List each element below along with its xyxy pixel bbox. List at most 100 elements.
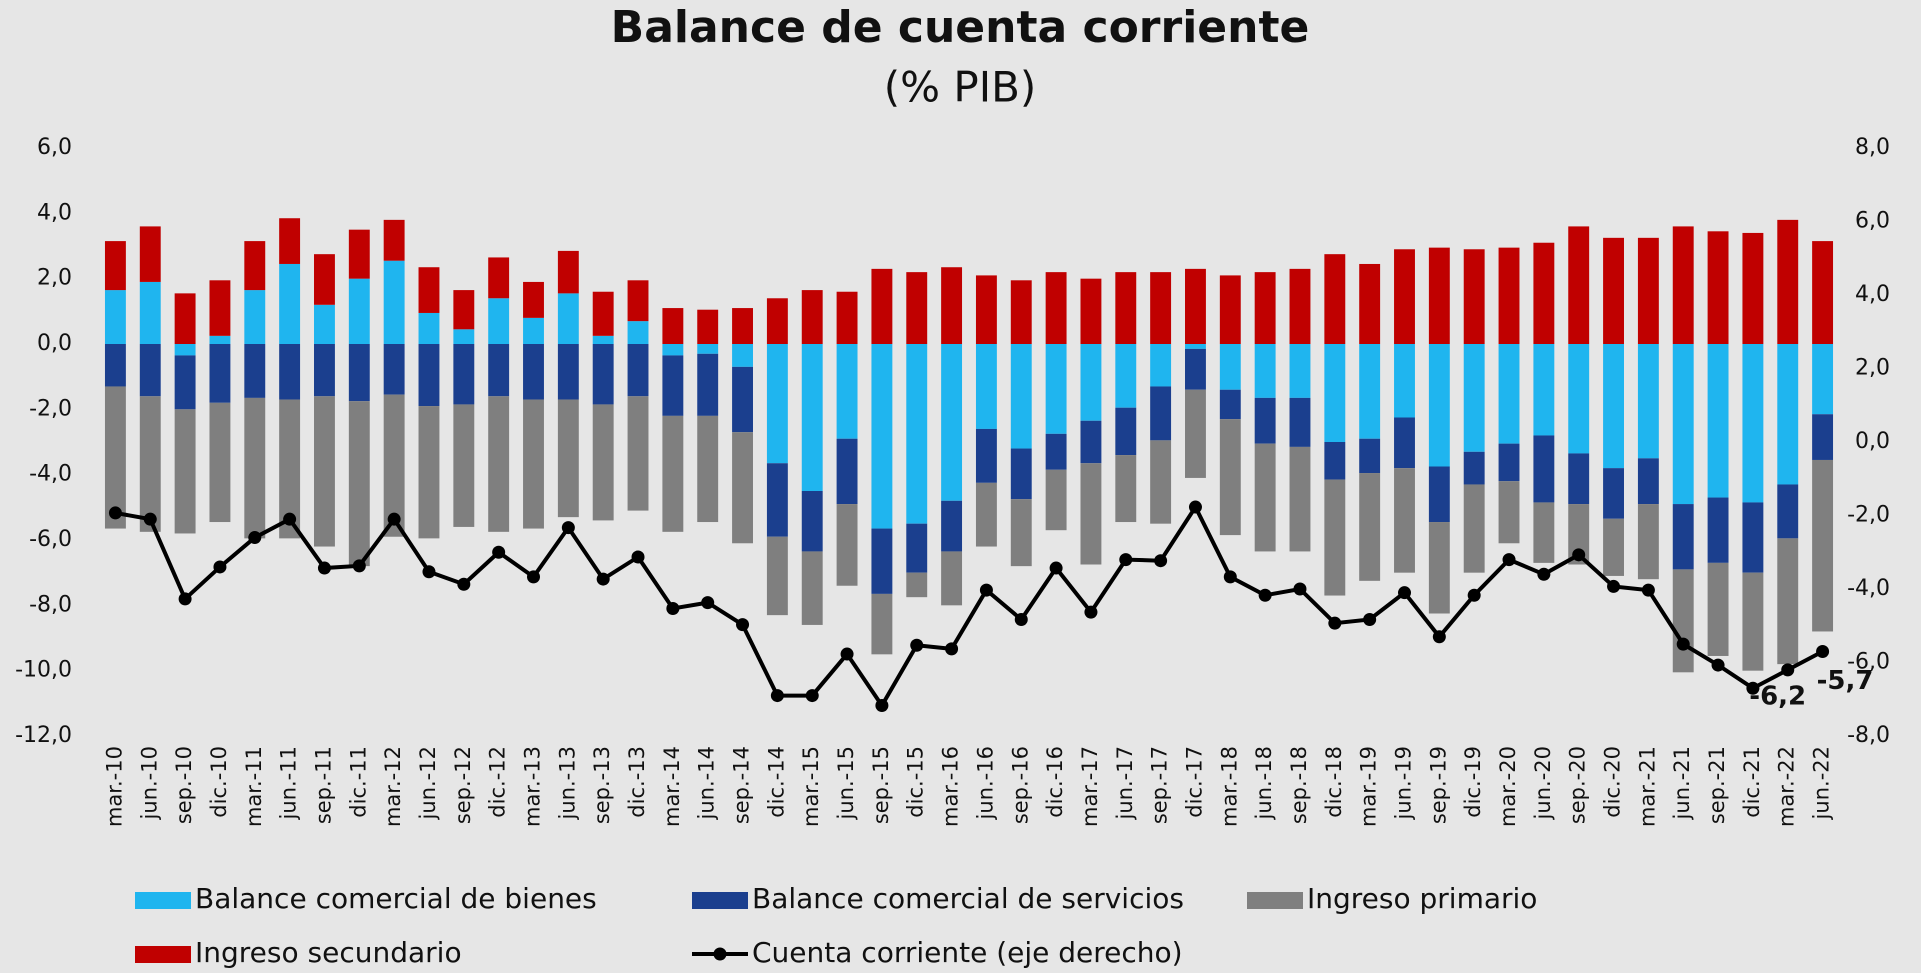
- bar: [1499, 444, 1520, 482]
- marker: [492, 546, 505, 559]
- bar: [349, 279, 370, 344]
- y-tick-label: -8,0: [29, 592, 72, 617]
- bar: [1115, 344, 1136, 408]
- marker: [841, 648, 854, 661]
- bar: [419, 267, 440, 313]
- bar: [175, 355, 196, 409]
- x-tick-label: jun.-21: [1670, 746, 1694, 820]
- bar: [1080, 463, 1101, 564]
- marker: [1537, 568, 1550, 581]
- x-tick-label: mar.-14: [660, 746, 684, 827]
- bar: [837, 504, 858, 586]
- bar: [1533, 502, 1554, 562]
- bar: [593, 404, 614, 520]
- bar: [1533, 243, 1554, 344]
- bar: [314, 254, 335, 305]
- bar: [488, 344, 509, 396]
- bar: [1464, 344, 1485, 452]
- bar: [662, 344, 683, 355]
- bar: [976, 483, 997, 547]
- bar: [1359, 439, 1380, 473]
- y2-tick-label: 2,0: [1855, 356, 1890, 381]
- bar: [802, 344, 823, 491]
- bar: [523, 282, 544, 318]
- bar: [1255, 398, 1276, 444]
- marker: [666, 602, 679, 615]
- bar: [871, 594, 892, 654]
- marker: [109, 506, 122, 519]
- bar: [906, 524, 927, 573]
- bar: [1499, 248, 1520, 344]
- x-tick-label: dic.-17: [1182, 746, 1206, 818]
- marker: [1050, 562, 1063, 575]
- bar: [349, 230, 370, 279]
- x-tick-label: sep.-21: [1705, 746, 1729, 824]
- bar: [1115, 455, 1136, 522]
- bar: [209, 280, 230, 336]
- bar: [453, 329, 474, 344]
- x-tick-label: sep.-16: [1008, 746, 1032, 824]
- bar: [941, 344, 962, 501]
- y-tick-label: 0,0: [37, 331, 72, 356]
- marker: [144, 513, 157, 526]
- bar: [1150, 272, 1171, 344]
- bar: [1603, 238, 1624, 344]
- marker: [1677, 638, 1690, 651]
- marker: [597, 573, 610, 586]
- bar: [1568, 226, 1589, 344]
- bar: [732, 367, 753, 432]
- bar: [384, 220, 405, 261]
- bar: [1011, 280, 1032, 344]
- x-tick-label: sep.-17: [1148, 746, 1172, 824]
- x-tick-label: sep.-13: [590, 746, 614, 824]
- bar: [1464, 452, 1485, 485]
- bar: [453, 344, 474, 404]
- x-tick-label: sep.-12: [451, 746, 475, 824]
- bar: [1638, 458, 1659, 504]
- bar: [1464, 484, 1485, 572]
- bar: [871, 529, 892, 594]
- y-tick-label: -6,0: [29, 527, 72, 552]
- bar: [1708, 498, 1729, 563]
- bar: [419, 313, 440, 344]
- bar: [279, 264, 300, 344]
- bar: [1394, 344, 1415, 418]
- y-tick-label: 6,0: [37, 135, 72, 160]
- bar: [837, 439, 858, 504]
- bar: [1115, 408, 1136, 455]
- x-tick-label: dic.-19: [1461, 746, 1485, 818]
- marker: [1781, 663, 1794, 676]
- marker: [1224, 570, 1237, 583]
- bar: [349, 344, 370, 401]
- bar: [871, 344, 892, 529]
- bar: [488, 257, 509, 298]
- bar: [1394, 249, 1415, 344]
- bar: [384, 261, 405, 344]
- bar: [1324, 254, 1345, 344]
- bar: [628, 321, 649, 344]
- bar: [105, 344, 126, 386]
- bar: [1777, 538, 1798, 664]
- x-tick-label: sep.-18: [1287, 746, 1311, 824]
- bar: [767, 537, 788, 615]
- marker: [1642, 584, 1655, 597]
- bar: [1394, 468, 1415, 573]
- marker: [388, 513, 401, 526]
- bar: [419, 406, 440, 538]
- bar: [175, 293, 196, 344]
- bar: [1673, 226, 1694, 344]
- bar: [1603, 344, 1624, 468]
- bar: [1359, 344, 1380, 439]
- y-tick-label: 2,0: [37, 266, 72, 291]
- bar: [1220, 275, 1241, 344]
- x-tick-label: jun.-17: [1113, 746, 1137, 820]
- bar: [558, 344, 579, 400]
- x-tick-label: dic.-21: [1740, 746, 1764, 818]
- bar: [662, 308, 683, 344]
- bar: [209, 336, 230, 344]
- bar: [871, 269, 892, 344]
- chart: Balance de cuenta corriente (% PIB) -12,…: [0, 0, 1921, 973]
- x-tick-label: dic.-18: [1322, 746, 1346, 818]
- y2-tick-label: -8,0: [1847, 723, 1890, 748]
- bar: [628, 344, 649, 396]
